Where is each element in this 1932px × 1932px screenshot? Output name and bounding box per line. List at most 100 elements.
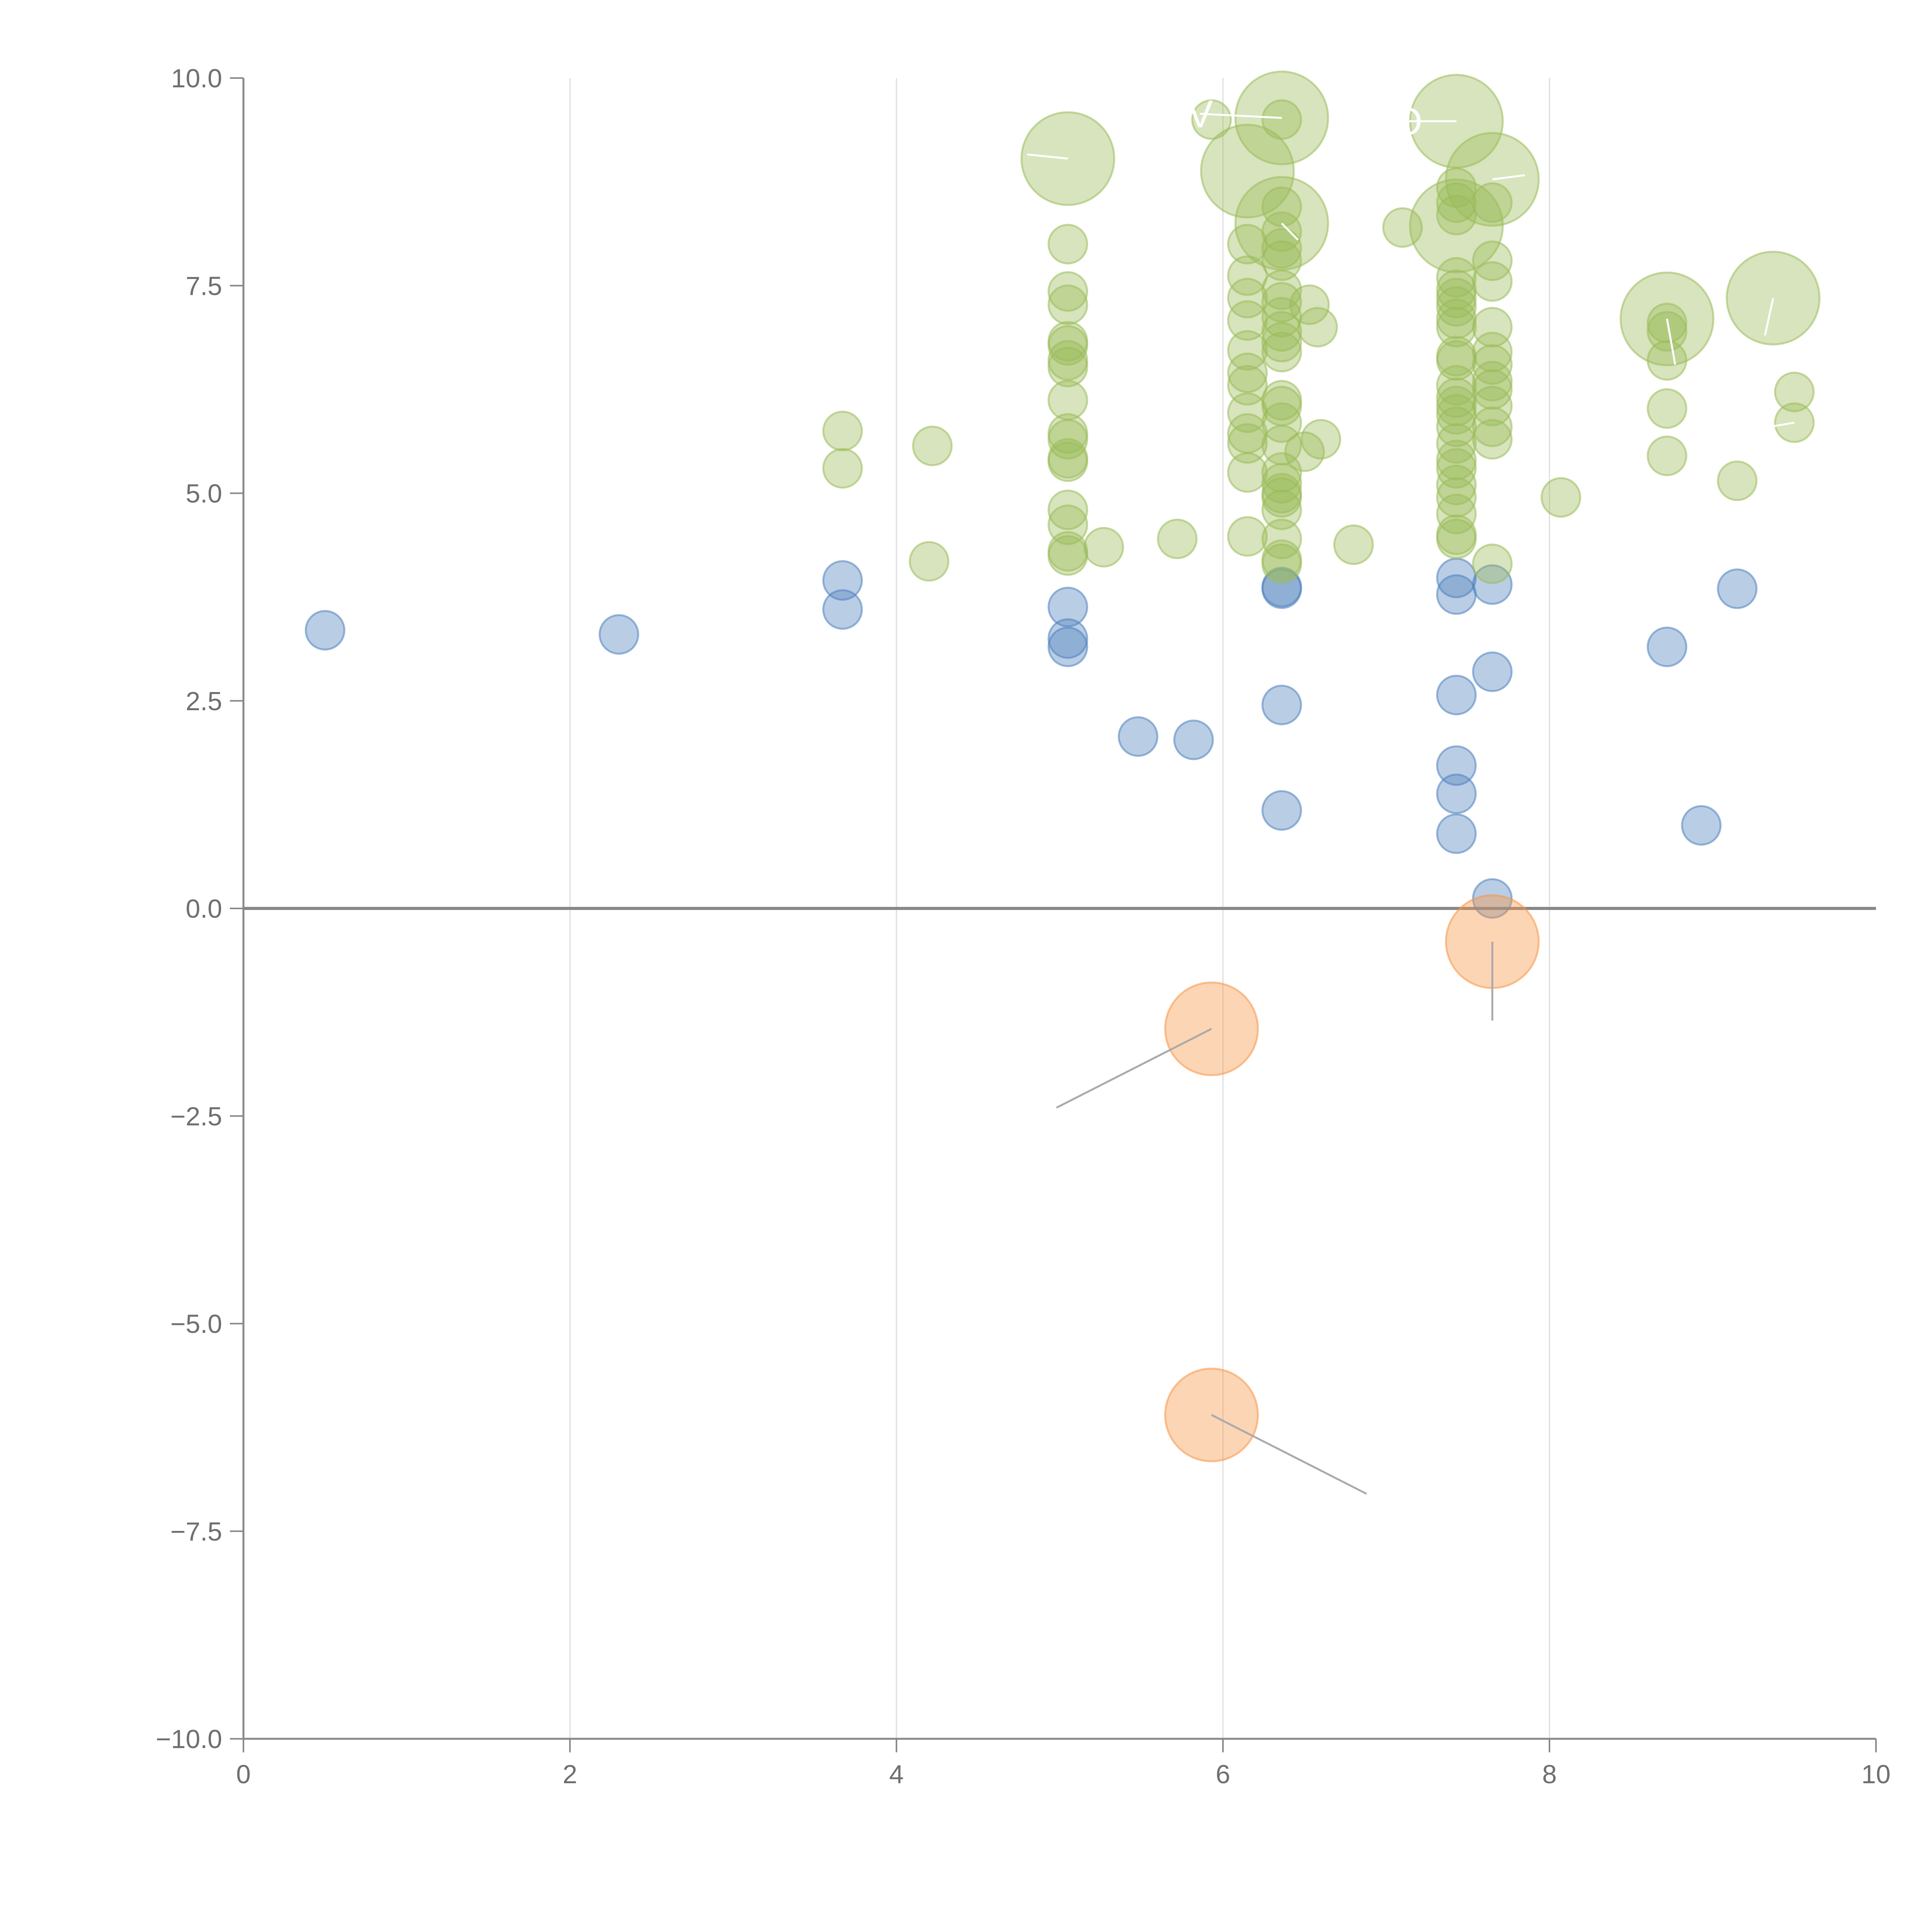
x-tick-label: 4 [889, 1760, 904, 1789]
green-point [1333, 524, 1374, 565]
green-point [1083, 527, 1124, 568]
green-point [1227, 452, 1268, 493]
annotation-leader [1666, 318, 1676, 365]
green-point [1157, 519, 1198, 560]
annotation-leader [1696, 422, 1795, 440]
green-point [1261, 240, 1302, 281]
blue-point [822, 589, 863, 630]
green-point [912, 425, 953, 466]
blue-point [1436, 745, 1477, 786]
green-point [1200, 124, 1295, 219]
green-point [1048, 271, 1088, 312]
y-tick-label: 7.5 [185, 271, 222, 301]
green-point [1646, 311, 1687, 352]
annotation-label: O [1393, 100, 1423, 143]
annotation-leader [1492, 174, 1525, 180]
blue-point [1261, 790, 1302, 831]
annotation-leader [1764, 298, 1774, 336]
green-point [1436, 493, 1477, 534]
green-point [1436, 464, 1477, 505]
green-point [1436, 386, 1477, 427]
green-point [1227, 423, 1268, 464]
green-point [1191, 99, 1232, 140]
green-point [1472, 240, 1513, 281]
blue-point [1173, 719, 1214, 760]
green-point [1646, 388, 1687, 429]
green-point [1048, 489, 1088, 530]
green-point [1261, 186, 1302, 227]
blue-point [1436, 813, 1477, 854]
green-point [1472, 261, 1513, 302]
green-point [1436, 477, 1477, 518]
green-point [1472, 307, 1513, 348]
green-point [1227, 516, 1268, 557]
green-point [1048, 535, 1088, 576]
blue-point [304, 610, 345, 651]
green-point [1261, 321, 1302, 362]
green-point [1436, 406, 1477, 447]
green-point [1048, 347, 1088, 388]
green-point [1472, 406, 1513, 447]
annotation-leader [1027, 153, 1068, 160]
blue-point [1117, 716, 1158, 757]
green-point [1289, 284, 1330, 325]
green-point [1227, 352, 1268, 393]
green-point [1774, 371, 1815, 412]
blue-point [1717, 568, 1758, 609]
y-tick-label: −7.5 [170, 1517, 222, 1546]
green-point [1646, 435, 1687, 476]
green-point [1048, 284, 1088, 325]
blue-point [1646, 626, 1687, 667]
green-point [1261, 477, 1302, 518]
green-point [1436, 440, 1477, 481]
green-point [1261, 332, 1302, 372]
annotation-leader [1056, 1028, 1212, 1109]
green-point [1261, 311, 1302, 352]
blue-point [822, 560, 863, 601]
blue-point [1048, 587, 1088, 628]
green-point [1472, 419, 1513, 460]
y-tick-label: 0.0 [185, 894, 222, 923]
green-point [1472, 332, 1513, 372]
green-point [1436, 286, 1477, 327]
x-tick-label: 2 [563, 1760, 577, 1789]
green-point [1436, 423, 1477, 464]
green-point [1436, 307, 1477, 348]
annotation-leader [1281, 223, 1299, 241]
blue-point [1048, 626, 1088, 667]
green-point [1048, 441, 1088, 482]
green-point [1472, 361, 1513, 401]
green-point [1261, 519, 1302, 560]
green-point [1436, 257, 1477, 298]
green-point [1301, 419, 1341, 460]
green-point [1048, 224, 1088, 265]
green-point [1261, 452, 1302, 493]
green-point [1261, 99, 1302, 140]
green-point [822, 448, 863, 489]
green-point [909, 541, 949, 582]
green-point [1436, 182, 1477, 223]
blue-point [1436, 675, 1477, 716]
green-point [1227, 277, 1268, 318]
green-point [1297, 307, 1338, 348]
annotation-label: V [1187, 92, 1213, 136]
green-point [1261, 489, 1302, 530]
x-tick-label: 6 [1216, 1760, 1230, 1789]
green-point [1436, 448, 1477, 489]
blue-point [1261, 568, 1302, 609]
x-tick-label: 0 [236, 1760, 251, 1789]
green-point [1472, 344, 1513, 385]
green-point [1646, 340, 1687, 381]
blue-point [1681, 805, 1722, 846]
blue-point [599, 614, 639, 655]
y-tick-label: 10.0 [171, 64, 222, 93]
blue-point [1436, 773, 1477, 814]
green-point [1717, 460, 1758, 501]
green-point [1261, 402, 1302, 443]
green-point [1048, 325, 1088, 366]
blue-point [1261, 684, 1302, 725]
green-point [1472, 386, 1513, 427]
green-point [1227, 330, 1268, 371]
green-point [1472, 543, 1513, 584]
